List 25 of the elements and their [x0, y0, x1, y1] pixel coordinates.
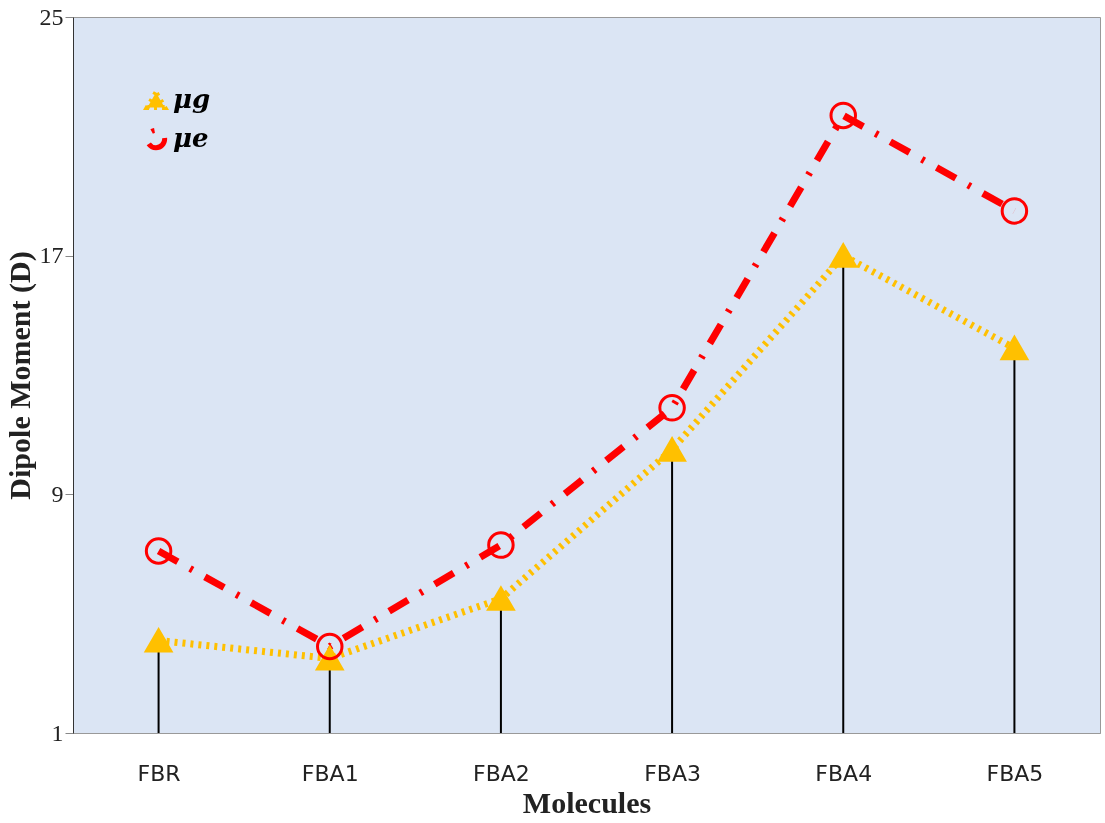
legend-label: μe [173, 123, 209, 153]
y-tick-label: 1 [51, 719, 64, 746]
point [829, 243, 857, 268]
point [658, 394, 686, 422]
point [316, 632, 344, 661]
point [144, 537, 173, 565]
x-tick-label: FBA2 [473, 760, 530, 786]
point [487, 586, 515, 611]
y-tick-label: 25 [39, 3, 64, 30]
y-tick-label: 17 [39, 242, 64, 269]
x-tick-label: FBA1 [301, 760, 359, 786]
point [658, 437, 686, 462]
x-axis-title: Molecules [522, 785, 652, 819]
x-tick-label: FBA5 [986, 760, 1044, 786]
x-tick-label: FBA3 [644, 760, 701, 786]
point [487, 531, 515, 559]
point [1000, 197, 1029, 225]
x-tick-label: FBR [137, 760, 181, 786]
point [144, 628, 173, 653]
point [1000, 336, 1029, 361]
legend-label: μg [173, 84, 211, 114]
y-axis-title: Dipole Moment (D) [2, 251, 37, 500]
y-tick-label: 9 [51, 480, 64, 507]
x-tick-label: FBA4 [815, 760, 873, 786]
point [829, 101, 857, 130]
